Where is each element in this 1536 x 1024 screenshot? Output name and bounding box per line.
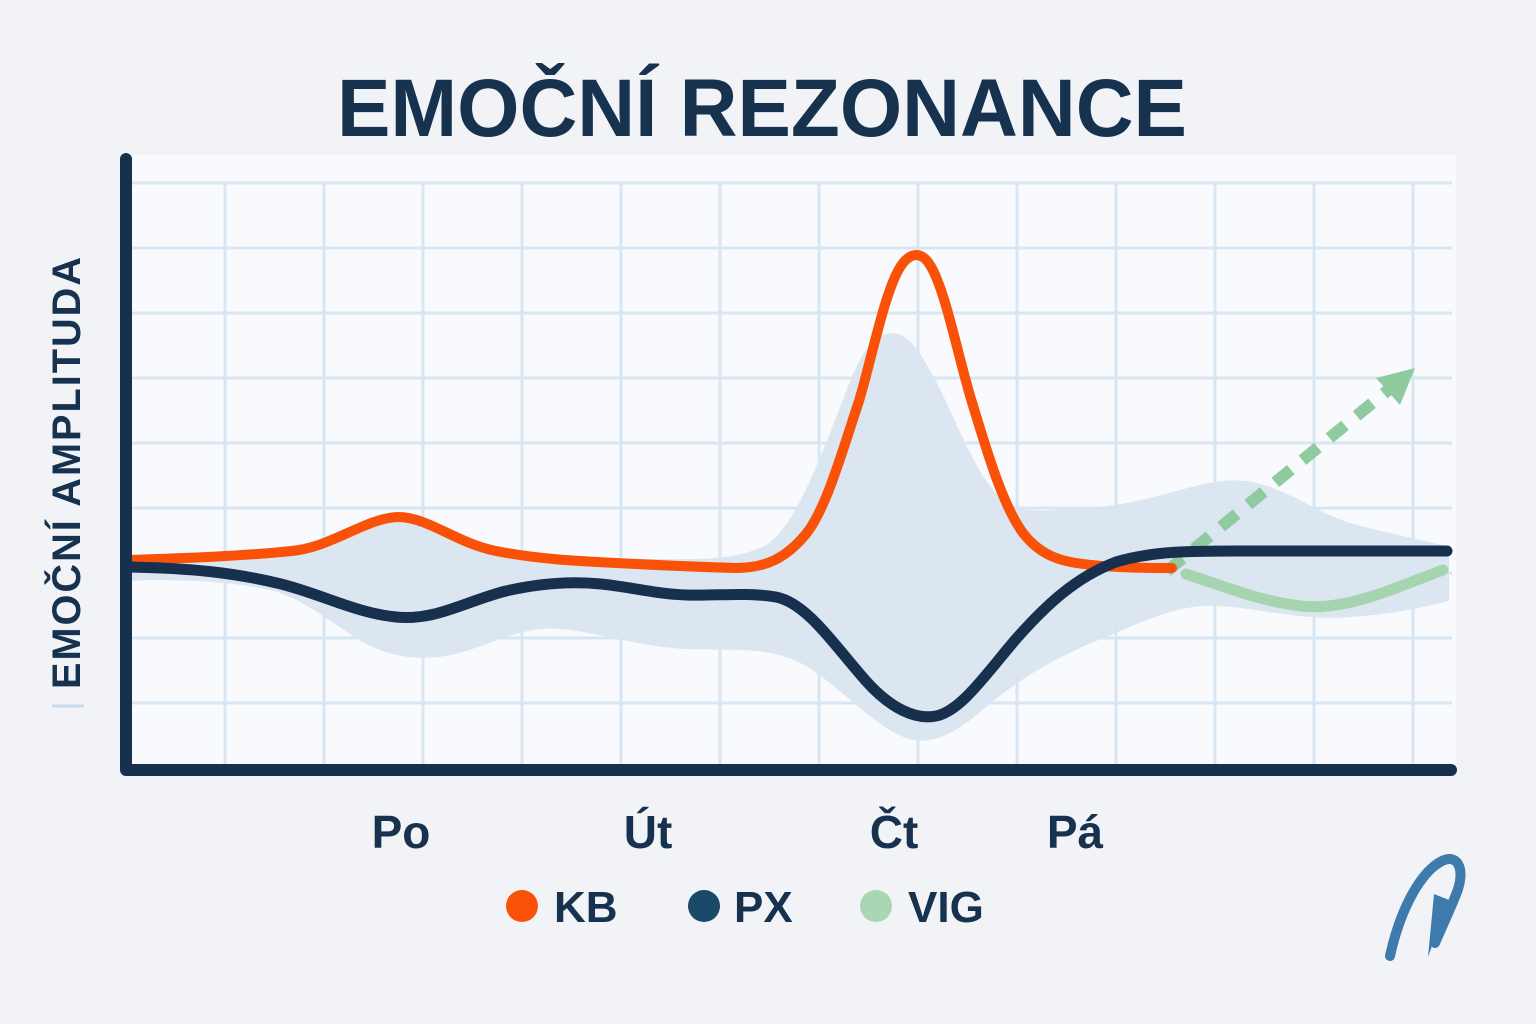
vig-series-line [1180, 564, 1449, 613]
vig-trend-arrow-shaft [1163, 377, 1402, 576]
legend: KB PX VIG [506, 883, 984, 932]
kb-series-line [122, 250, 1177, 573]
x-tick-labels: Po Út Čt Pá [372, 806, 1104, 858]
px-series-line [121, 545, 1453, 723]
legend-label-px: PX [734, 883, 793, 932]
legend-dot-kb-icon [506, 890, 538, 922]
logo-swoosh-stroke [1385, 854, 1466, 961]
plot-background [126, 155, 1456, 770]
x-tick-ct: Čt [870, 806, 919, 858]
vig-trend-arrow [1163, 368, 1415, 576]
gridlines [132, 181, 1452, 766]
legend-dot-px-icon [688, 890, 720, 922]
legend-label-vig: VIG [908, 883, 984, 932]
logo-swoosh-icon [1385, 854, 1466, 961]
vig-trend-arrowhead-icon [1376, 368, 1415, 405]
chart-title: EMOČNÍ REZONANCE [337, 63, 1187, 154]
y-axis-label: EMOČNÍ AMPLITUDA [43, 255, 89, 689]
logo-swoosh-tip [1428, 894, 1449, 957]
legend-label-kb: KB [554, 883, 618, 932]
x-tick-po: Po [372, 806, 431, 858]
x-tick-pa: Pá [1047, 806, 1104, 858]
axes [120, 153, 1457, 776]
x-tick-ut: Út [624, 806, 673, 858]
legend-dot-vig-icon [860, 890, 892, 922]
